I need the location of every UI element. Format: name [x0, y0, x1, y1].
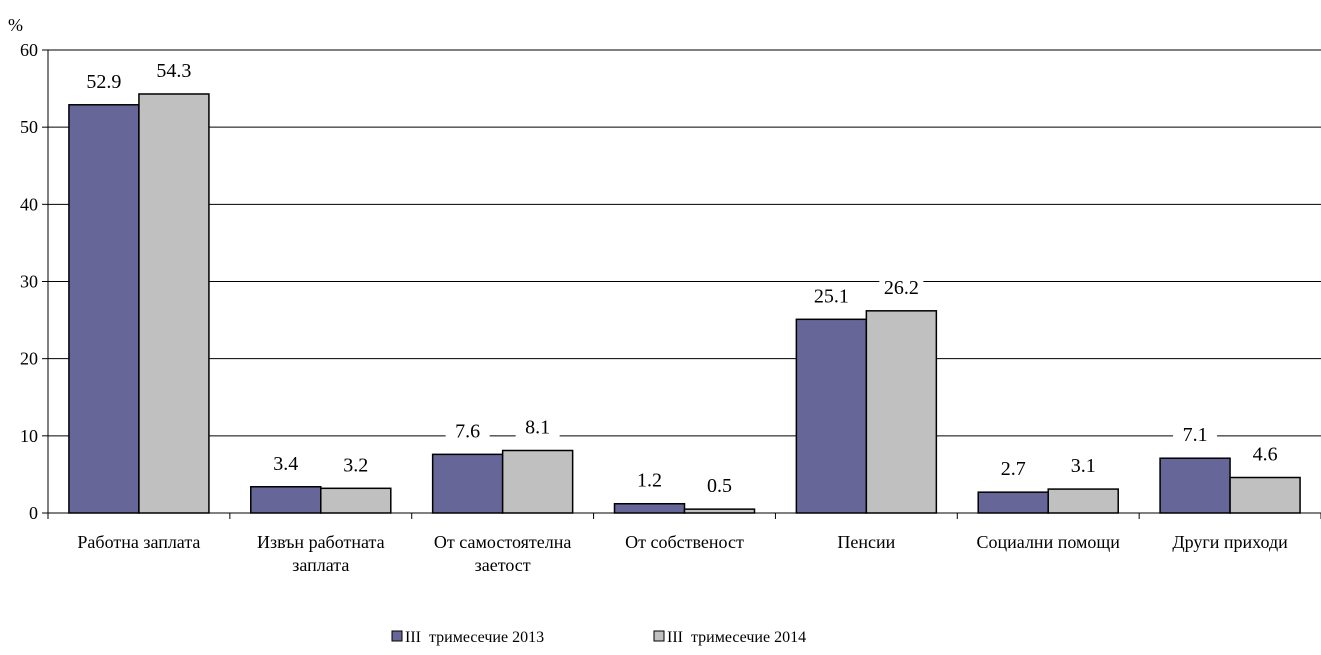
data-label-background: [1173, 425, 1218, 448]
data-label-background: [515, 417, 560, 440]
gridlines: [48, 49, 1321, 437]
y-tick-label: 20: [20, 349, 38, 369]
y-tick-labels: 0 10 20 30 40 50 60: [20, 40, 38, 523]
legend-swatch: [653, 630, 665, 642]
x-tick-label: заплата: [292, 555, 349, 575]
data-label: 54.3: [156, 60, 191, 82]
data-label-background: [263, 453, 308, 476]
y-tick-label: 0: [29, 503, 38, 523]
data-label: 7.1: [1183, 424, 1208, 446]
bar-series-2014: [1229, 476, 1301, 514]
x-tick-label: Работна заплата: [77, 532, 200, 552]
data-label: 3.4: [273, 453, 298, 475]
bar-series-2014: [1047, 488, 1119, 514]
bar-series-2013: [613, 502, 686, 514]
y-tick-label: 30: [20, 272, 38, 292]
x-tick-label: Извън работната: [257, 532, 385, 552]
x-tick-label: заетост: [475, 555, 531, 575]
bar-series-2013: [1159, 457, 1231, 514]
data-label-background: [809, 286, 854, 309]
data-label: 26.2: [884, 277, 919, 299]
data-label: 2.7: [1001, 458, 1026, 480]
data-label-background: [445, 421, 490, 444]
data-label-background: [627, 470, 672, 493]
bar-series-2014: [865, 310, 938, 514]
bar-series-2013: [68, 104, 140, 514]
y-tick-label: 10: [20, 426, 38, 446]
bar-series-2013: [250, 486, 322, 514]
x-tick-label: Пенсии: [837, 532, 895, 552]
value-labels: 52.9 3.4 7.6 1.2 25.1 2.7 7.1 54.3 3.2 8.1 0.5 26.2…: [81, 60, 1288, 499]
bar-series-2014: [501, 449, 574, 514]
data-label-background: [1243, 444, 1288, 467]
data-label-background: [697, 476, 742, 499]
data-label: 3.1: [1071, 455, 1096, 477]
legend: III тримесечие 2013 III тримесечие 2014: [391, 629, 806, 646]
x-tick-label: Други приходи: [1172, 532, 1288, 552]
data-label-background: [879, 277, 924, 300]
data-label-background: [81, 71, 126, 94]
data-label-background: [151, 60, 196, 83]
y-axis-label: %: [8, 15, 23, 35]
y-tick-label: 50: [20, 117, 38, 137]
data-label: 8.1: [525, 416, 550, 438]
data-label-background: [1061, 456, 1106, 479]
legend-label: III тримесечие 2014: [667, 629, 806, 646]
data-label: 52.9: [86, 71, 121, 93]
data-label: 0.5: [707, 475, 732, 497]
legend-label: III тримесечие 2013: [405, 629, 544, 646]
bar-series-2014: [138, 93, 210, 514]
bar-series-2013: [431, 453, 504, 514]
bars: [68, 93, 1301, 514]
legend-swatch: [391, 630, 403, 642]
x-tick-label: Социални помощи: [977, 532, 1121, 552]
data-label: 3.2: [343, 454, 368, 476]
data-label: 4.6: [1253, 444, 1278, 466]
x-tick-label: От собственост: [625, 532, 744, 552]
x-tick-labels: Работна заплата Извън работната заплата От …: [77, 532, 1288, 575]
data-label-background: [333, 455, 378, 478]
data-label: 25.1: [814, 285, 849, 307]
y-tick-label: 60: [20, 40, 38, 60]
axes: [42, 49, 1321, 519]
data-label: 7.6: [455, 420, 480, 442]
y-tick-label: 40: [20, 194, 38, 214]
bar-series-2013: [795, 318, 868, 514]
bar-series-2013: [977, 491, 1049, 514]
data-label-background: [991, 459, 1036, 482]
data-label: 1.2: [637, 470, 662, 492]
bar-series-2014: [320, 487, 392, 514]
bar-series-2014: [683, 508, 756, 514]
x-tick-label: От самостоятелна: [434, 532, 571, 552]
